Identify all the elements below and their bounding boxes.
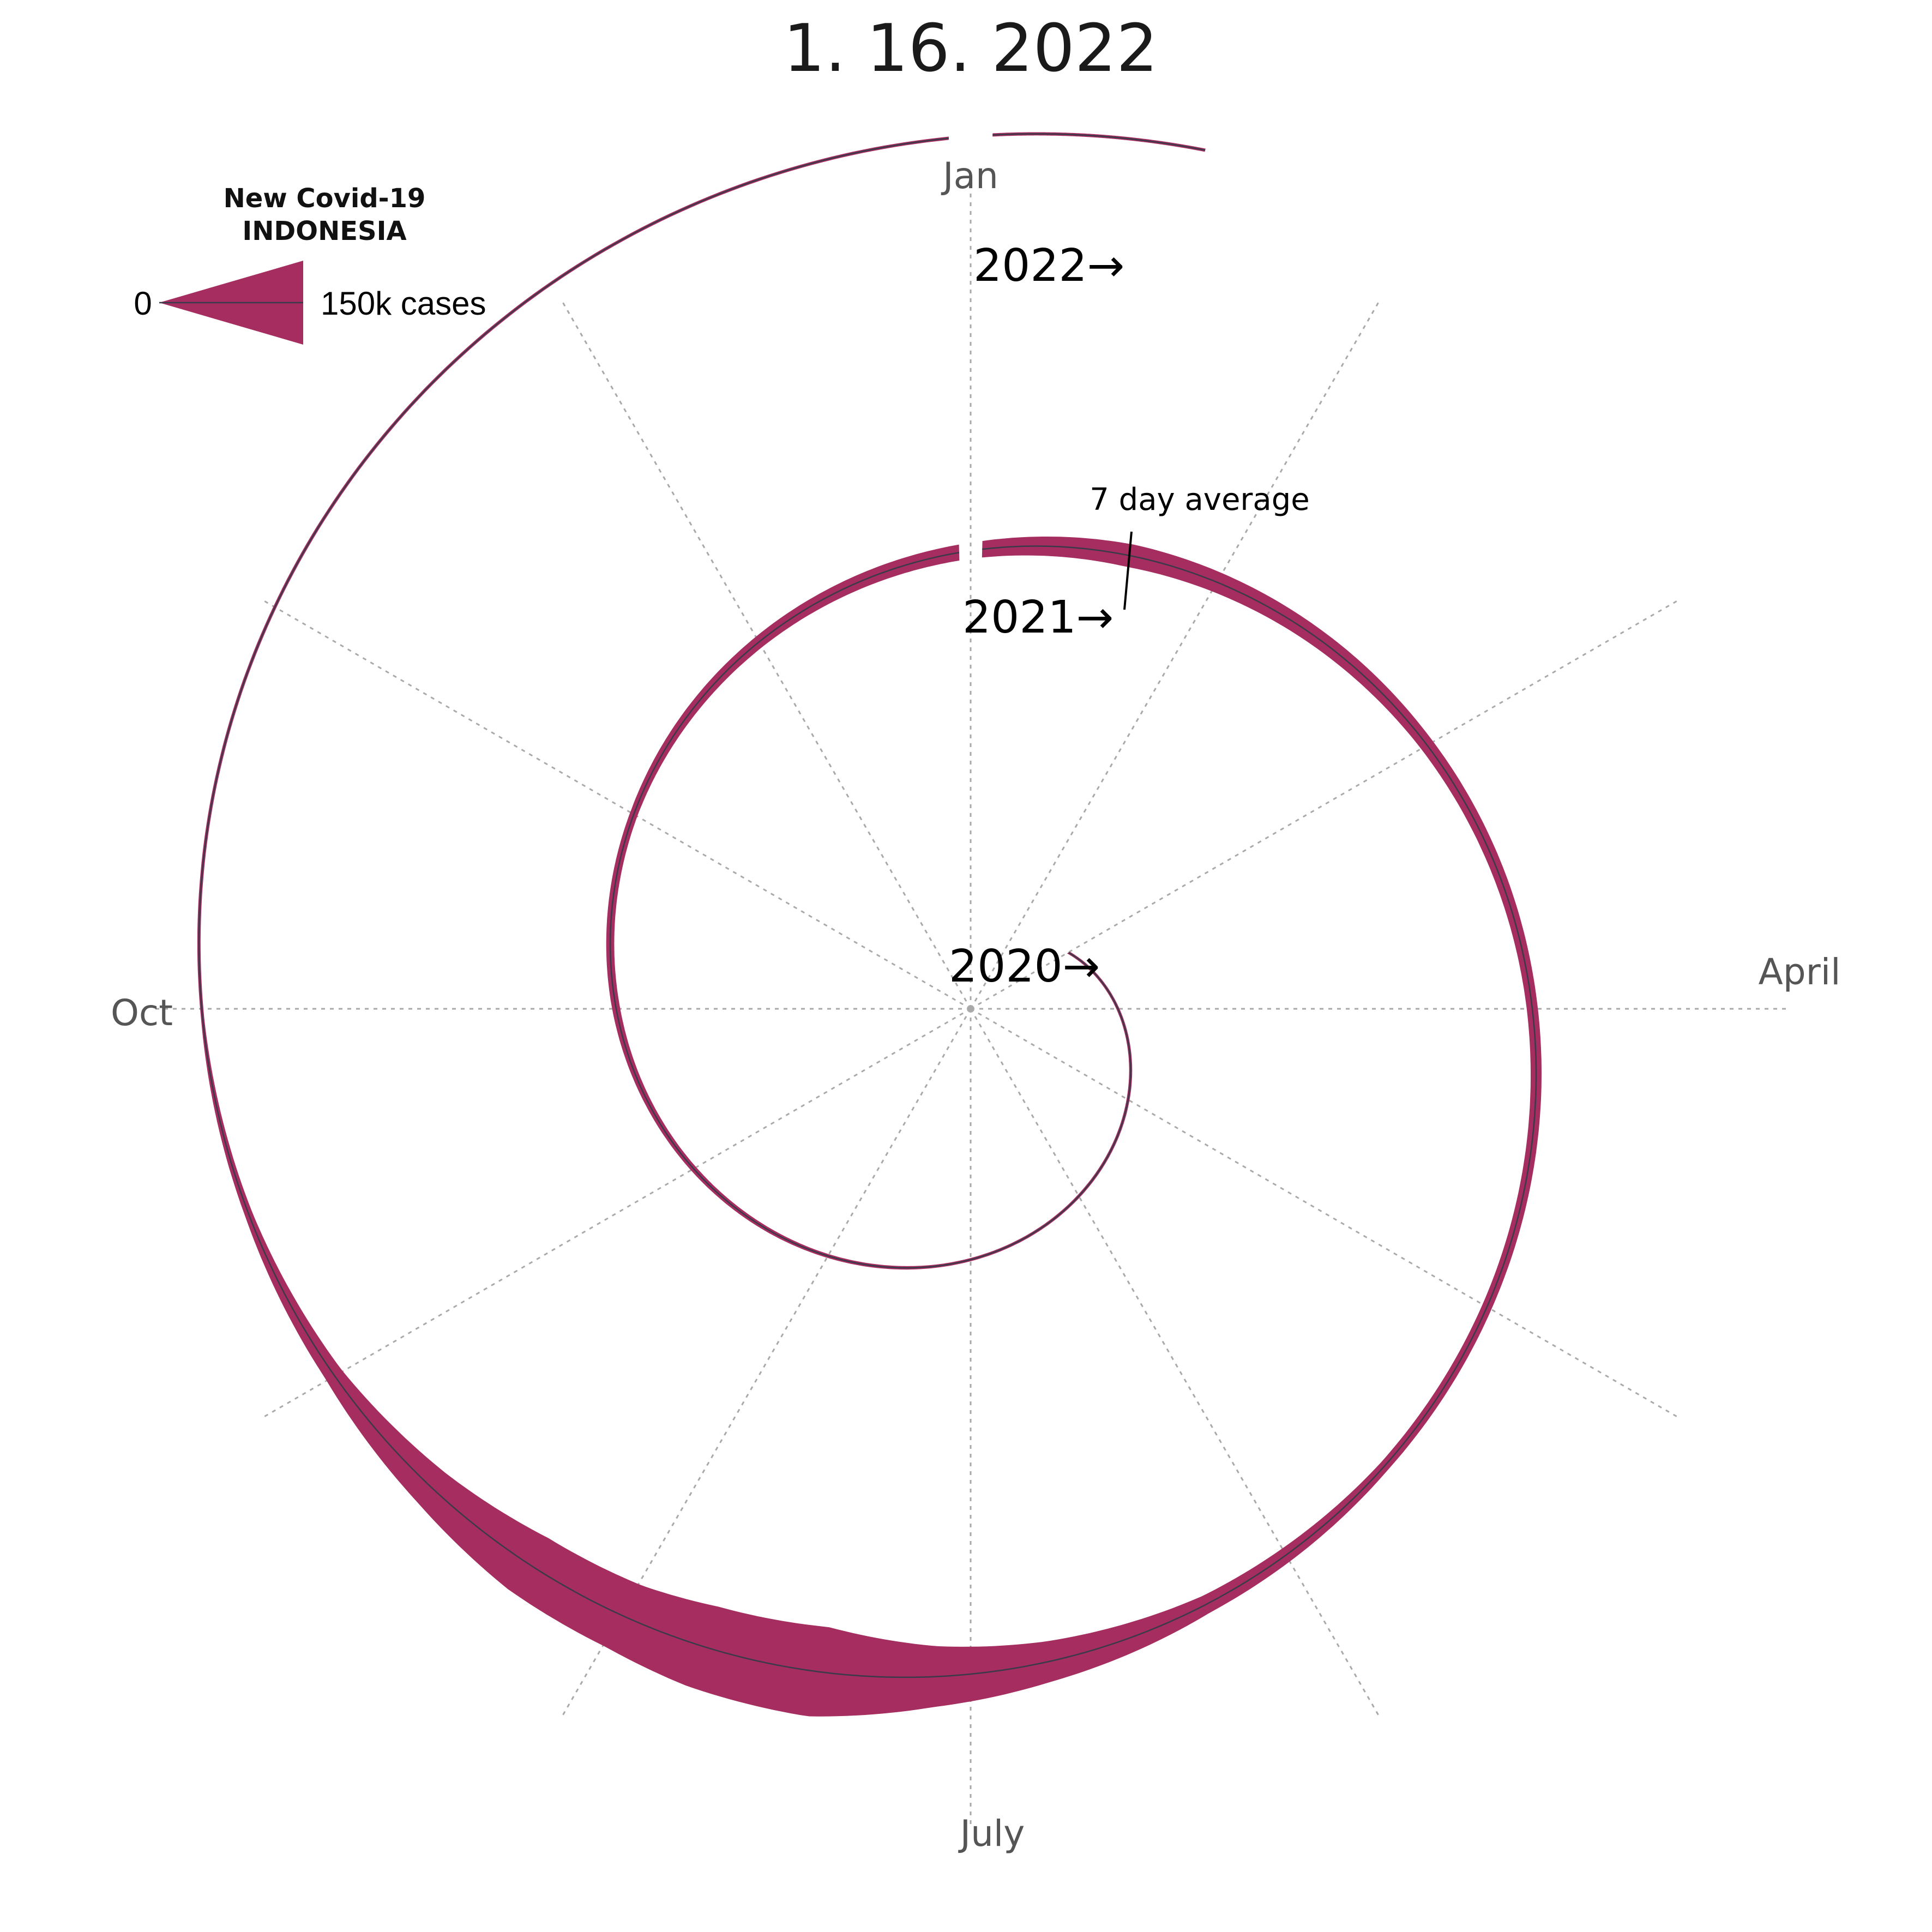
month-label-oct: Oct (111, 992, 173, 1034)
spoke-gridline (970, 300, 1381, 1009)
month-label-jan: Jan (941, 155, 998, 197)
month-label-april: April (1759, 951, 1841, 993)
annotation-label: 7 day average (1090, 482, 1309, 517)
legend-title-line2: INDONESIA (242, 216, 406, 246)
annotation-leader-line (1123, 531, 1133, 610)
spoke-gridline (262, 599, 971, 1010)
month-label-july: July (958, 1813, 1025, 1855)
baseline-year-2021 (198, 137, 1537, 1678)
legend-min-label: 0 (134, 285, 152, 322)
spoke-gridline (561, 300, 972, 1009)
year-labels: 2020→ 2021→ 2022→ (949, 240, 1124, 992)
legend-title-line1: New Covid-19 (224, 183, 426, 214)
legend: New Covid-19 INDONESIA 0 150k cases (134, 183, 486, 345)
year-label-2022: 2022→ (973, 240, 1124, 292)
year-label-2021: 2021→ (962, 592, 1114, 643)
month-labels: Jan April July Oct (111, 155, 1840, 1855)
average-annotation: 7 day average (1090, 482, 1310, 610)
case-band-year-2020 (606, 544, 1133, 1270)
case-bands (197, 132, 1542, 1717)
legend-max-label: 150k cases (321, 285, 486, 322)
spiral-baseline (198, 133, 1537, 1678)
baseline-year-2020 (609, 552, 1131, 1269)
case-band-year-2022 (992, 132, 1206, 152)
year-label-2020: 2020→ (949, 941, 1100, 992)
case-band-year-2021 (197, 136, 1542, 1717)
angular-gridlines (153, 191, 1789, 1827)
baseline-year-2022 (992, 133, 1206, 151)
spoke-gridline (262, 1008, 971, 1419)
chart-title: 1. 16. 2022 (783, 11, 1158, 87)
spoke-gridline (970, 1008, 1680, 1419)
spoke-gridline (970, 1008, 1381, 1718)
spoke-gridline (970, 599, 1680, 1010)
